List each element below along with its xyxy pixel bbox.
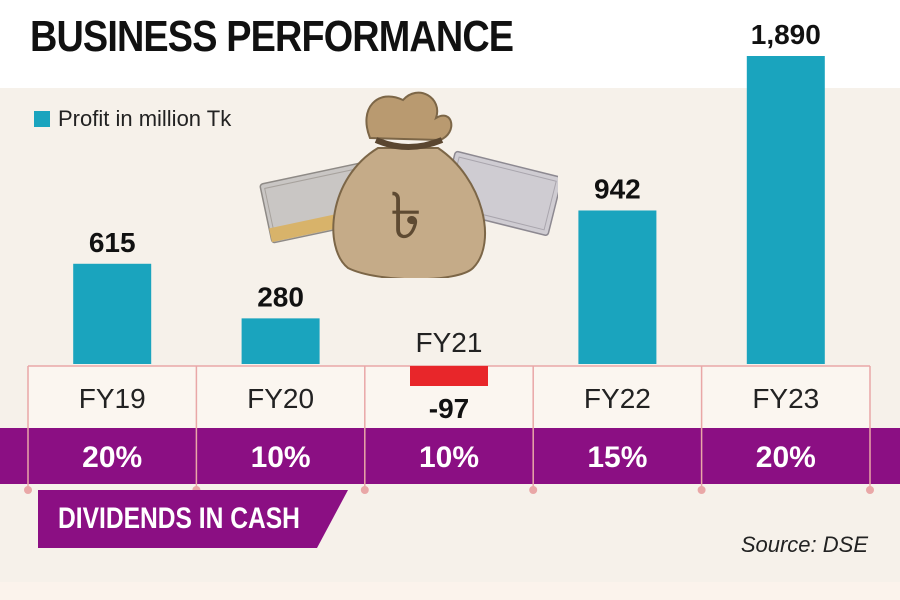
divider-dot bbox=[24, 486, 32, 494]
bar-fy23 bbox=[746, 56, 825, 364]
bag-top bbox=[365, 91, 453, 142]
legend-label: Profit in million Tk bbox=[58, 106, 232, 131]
source-note: Source: DSE bbox=[740, 532, 868, 557]
dividend-value: 20% bbox=[82, 441, 142, 474]
value-label: 1,890 bbox=[751, 19, 821, 50]
bottom-strip bbox=[0, 582, 900, 600]
dividend-value: 10% bbox=[419, 441, 479, 474]
value-label: 280 bbox=[257, 281, 304, 312]
value-label: 942 bbox=[594, 173, 641, 204]
dividend-value: 20% bbox=[756, 441, 816, 474]
dividend-value: 15% bbox=[587, 441, 647, 474]
legend-swatch bbox=[34, 111, 50, 127]
bag-body bbox=[332, 147, 487, 278]
legend: Profit in million Tk bbox=[34, 106, 231, 132]
bar-fy21 bbox=[410, 366, 488, 386]
bar-fy19 bbox=[73, 263, 152, 364]
divider-dot bbox=[360, 486, 369, 494]
value-label: -97 bbox=[429, 393, 469, 424]
divider-dot bbox=[697, 486, 706, 494]
money-bag-illustration: ৳ bbox=[259, 91, 558, 278]
bag-tie bbox=[374, 137, 444, 150]
divider-dot bbox=[866, 486, 874, 494]
category-fy19: FY19 bbox=[79, 383, 146, 414]
category-fy22: FY22 bbox=[584, 383, 651, 414]
bar-fy20 bbox=[241, 318, 320, 364]
divider-dot bbox=[529, 486, 538, 494]
category-fy23: FY23 bbox=[752, 383, 819, 414]
taka-icon: ৳ bbox=[390, 180, 422, 254]
category-fy21: FY21 bbox=[416, 327, 483, 358]
dividends-label-text: DIVIDENDS IN CASH bbox=[58, 502, 300, 535]
category-fy20: FY20 bbox=[247, 383, 314, 414]
dividend-value: 10% bbox=[251, 441, 311, 474]
dividend-band bbox=[0, 428, 900, 484]
value-label: 615 bbox=[89, 227, 136, 258]
bar-fy22 bbox=[578, 210, 657, 364]
chart-title: BUSINESS PERFORMANCE bbox=[30, 12, 514, 61]
dividends-label: DIVIDENDS IN CASH bbox=[38, 490, 348, 548]
